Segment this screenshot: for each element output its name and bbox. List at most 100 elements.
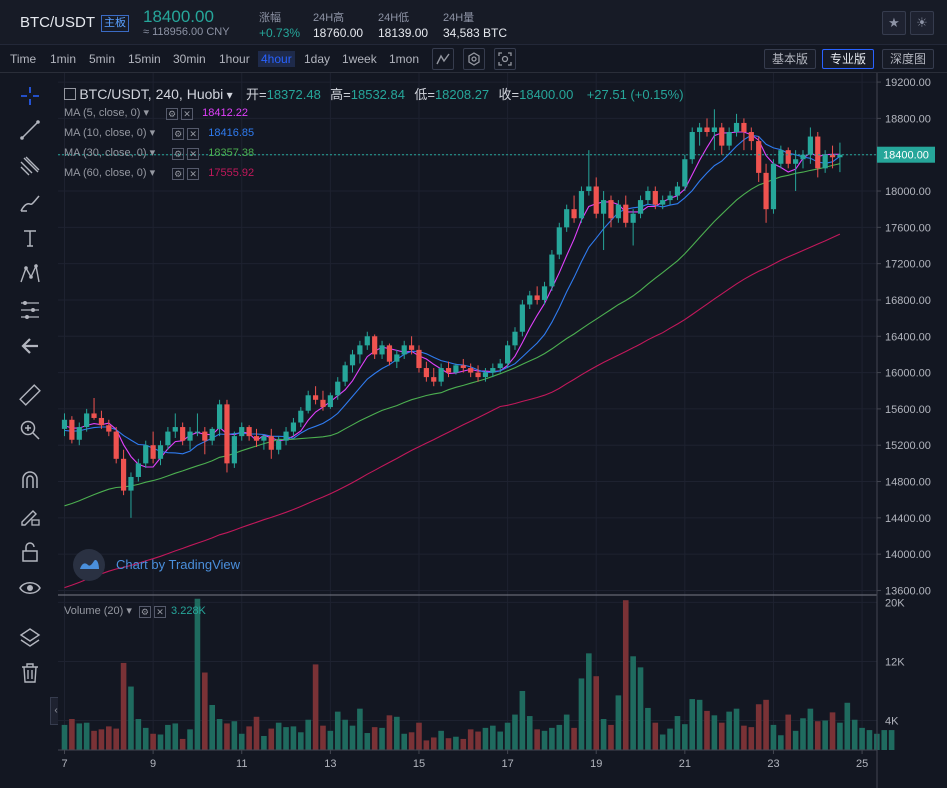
brush-icon[interactable] <box>16 190 44 216</box>
candle-body <box>822 154 828 169</box>
price-tick-label: 15200.00 <box>885 440 931 452</box>
chevron-down-icon[interactable]: ▾ <box>223 88 233 102</box>
candle-body <box>135 463 141 477</box>
candle <box>342 361 348 387</box>
candle-body <box>224 404 230 464</box>
interval-1week[interactable]: 1week <box>342 52 377 66</box>
volume-bar <box>327 730 334 750</box>
interval-1hour[interactable]: 1hour <box>219 52 250 66</box>
ma-remove-icon[interactable]: ✕ <box>187 168 200 180</box>
volume-bar <box>475 731 481 750</box>
legend-title[interactable]: BTC/USDT, 240, Huobi <box>79 86 224 102</box>
ma-row-60[interactable]: MA (60, close, 0) ▾ ⚙ ✕ 17555.92 <box>64 166 254 180</box>
trash-icon[interactable] <box>16 660 44 686</box>
interval-15min[interactable]: 15min <box>128 52 161 66</box>
volume-remove-icon[interactable]: ✕ <box>153 606 166 618</box>
candle <box>593 177 599 219</box>
stat-value-volume: 34,583 BTC <box>443 26 508 40</box>
ma-row-30[interactable]: MA (30, close, 0) ▾ ⚙ ✕ 18357.38 <box>64 146 254 160</box>
settings-gear-icon[interactable] <box>463 48 485 70</box>
ma-remove-icon[interactable]: ✕ <box>187 128 200 140</box>
volume-bar <box>600 719 607 750</box>
chevron-down-icon[interactable]: ▾ <box>149 167 156 179</box>
candle <box>246 425 252 441</box>
chevron-down-icon[interactable]: ▾ <box>143 107 150 119</box>
candle-body <box>674 186 681 196</box>
candle-body <box>763 172 769 210</box>
candle-body <box>593 186 599 214</box>
time-tick-label: 7 <box>61 758 67 770</box>
tradingview-logo-icon[interactable] <box>73 549 105 581</box>
chevron-down-icon[interactable]: ▾ <box>149 147 156 159</box>
candle <box>253 428 260 448</box>
view-depth-button[interactable]: 深度图 <box>882 49 935 69</box>
chevron-down-icon[interactable]: ▾ <box>126 605 132 617</box>
volume-bar <box>785 714 792 750</box>
ma-value: 17555.92 <box>208 167 255 179</box>
pattern-icon[interactable] <box>16 261 44 287</box>
interval-5min[interactable]: 5min <box>89 52 116 66</box>
volume-bar <box>342 719 348 750</box>
chevron-down-icon[interactable]: ▾ <box>149 127 156 139</box>
candle-body <box>246 427 252 437</box>
collapse-legend-icon[interactable] <box>64 88 76 100</box>
candle-body <box>231 436 237 464</box>
price-chart[interactable]: 19200.00 18800.00 18400.00 18000.00 17600.00… <box>58 73 947 788</box>
last-price-label: 18400.00 <box>883 150 929 162</box>
tradingview-watermark[interactable]: Chart by TradingView <box>116 557 241 572</box>
ma-row-10[interactable]: MA (10, close, 0) ▾ ⚙ ✕ 18416.85 <box>64 126 254 140</box>
candle-body <box>586 186 592 192</box>
ruler-icon[interactable] <box>16 382 44 408</box>
view-pro-button[interactable]: 专业版 <box>822 49 875 69</box>
ma-settings-icon[interactable]: ⚙ <box>172 148 185 160</box>
ma-settings-icon[interactable]: ⚙ <box>172 128 185 140</box>
candle-body <box>512 331 518 346</box>
volume-bar <box>578 678 585 750</box>
candle <box>630 209 636 246</box>
volume-settings-icon[interactable]: ⚙ <box>138 606 151 618</box>
zoom-in-icon[interactable] <box>16 417 44 443</box>
back-arrow-icon[interactable] <box>16 333 44 359</box>
stat-value-change: +0.73% <box>259 26 301 40</box>
text-icon[interactable] <box>16 225 44 251</box>
ma-settings-icon[interactable]: ⚙ <box>172 168 185 180</box>
ma-remove-icon[interactable]: ✕ <box>187 148 200 160</box>
volume-bar <box>637 667 644 750</box>
lock-drawing-icon[interactable] <box>16 503 44 529</box>
pitchfork-icon[interactable] <box>16 153 44 179</box>
volume-bar <box>571 727 577 750</box>
favorite-star-icon[interactable]: ★ <box>882 11 906 35</box>
volume-bar <box>541 730 548 750</box>
interval-1min[interactable]: 1min <box>50 52 77 66</box>
candle-body <box>76 427 82 440</box>
interval-time[interactable]: Time <box>10 52 37 66</box>
candle <box>527 290 533 310</box>
volume-bar <box>209 704 215 750</box>
stat-label-low: 24H低 <box>378 12 410 24</box>
trend-line-icon[interactable] <box>16 117 44 143</box>
ma-remove-icon[interactable]: ✕ <box>181 108 194 120</box>
unlock-icon[interactable] <box>16 539 44 565</box>
candle <box>623 195 629 228</box>
interval-1day[interactable]: 1day <box>304 52 331 66</box>
interval-30min[interactable]: 30min <box>173 52 206 66</box>
screenshot-icon[interactable] <box>494 48 516 70</box>
prediction-icon[interactable] <box>16 297 44 323</box>
ma-row-5[interactable]: MA (5, close, 0) ▾ ⚙ ✕ 18412.22 <box>64 106 248 120</box>
interval-1mon[interactable]: 1mon <box>389 52 420 66</box>
magnet-icon[interactable] <box>16 467 44 493</box>
volume-legend[interactable]: Volume (20) ▾ ⚙ ✕ 3.228K <box>64 604 206 618</box>
eye-icon[interactable] <box>16 575 44 601</box>
theme-sun-icon[interactable]: ☀ <box>910 11 934 35</box>
candle-body <box>187 431 193 441</box>
candle-body <box>202 431 208 441</box>
price-tick-label: 14400.00 <box>885 513 931 525</box>
indicator-icon[interactable] <box>432 48 454 70</box>
ma-settings-icon[interactable]: ⚙ <box>166 108 179 120</box>
interval-4hour[interactable]: 4hour <box>258 51 295 67</box>
layers-icon[interactable] <box>16 625 44 651</box>
view-basic-button[interactable]: 基本版 <box>764 49 817 69</box>
symbol-name[interactable]: BTC/USDT <box>20 14 95 31</box>
candle <box>224 399 230 473</box>
crosshair-icon[interactable] <box>16 83 44 109</box>
